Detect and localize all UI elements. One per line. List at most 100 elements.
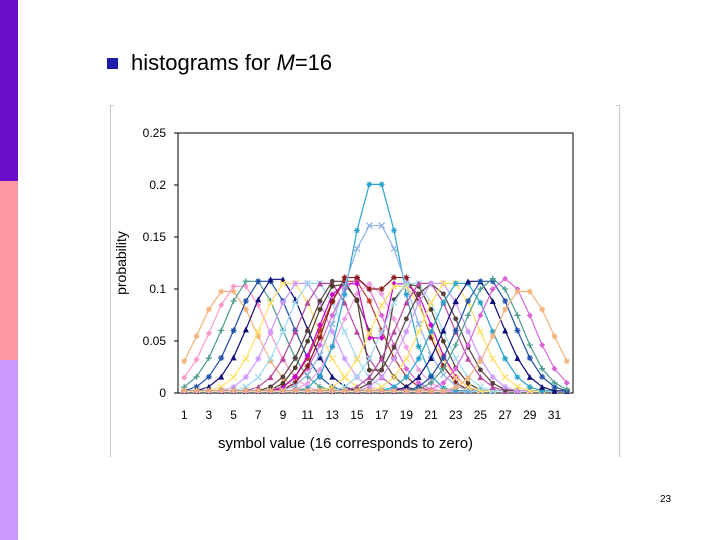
data-point [403, 299, 410, 306]
data-point [193, 356, 200, 363]
data-point [329, 283, 335, 289]
data-point [428, 387, 435, 394]
data-point [316, 342, 323, 349]
data-point [378, 222, 386, 230]
data-point [390, 299, 398, 307]
data-point [428, 280, 435, 287]
x-tick-label: 13 [326, 408, 340, 422]
data-point [254, 373, 262, 381]
data-point [329, 373, 336, 380]
data-point [514, 327, 521, 334]
data-point [489, 328, 496, 335]
data-point [403, 291, 410, 298]
data-point [193, 387, 200, 394]
data-point [440, 387, 447, 394]
data-point [242, 374, 249, 381]
data-point [304, 380, 311, 387]
data-point [378, 290, 385, 297]
slide-number: 23 [660, 494, 672, 505]
y-tick-label: 0.05 [143, 334, 167, 348]
data-point [353, 274, 360, 281]
data-point [255, 278, 262, 285]
data-point [403, 387, 410, 394]
data-point [452, 384, 459, 391]
sidebar-segment-middle [0, 181, 18, 360]
data-point [366, 383, 373, 390]
data-point [391, 315, 398, 322]
data-point [563, 386, 570, 393]
data-point [440, 338, 446, 344]
data-point [477, 278, 484, 285]
data-point [316, 280, 323, 287]
data-point [242, 326, 249, 333]
bullet-text-tail: =16 [294, 50, 333, 75]
data-point [415, 280, 422, 287]
data-point [366, 380, 372, 386]
data-point [539, 306, 546, 313]
data-point [379, 367, 385, 373]
data-point [317, 307, 323, 312]
data-point [328, 320, 336, 328]
y-tick-label: 0 [159, 386, 166, 400]
data-point [563, 379, 570, 386]
data-point [267, 276, 274, 283]
data-point [465, 375, 472, 382]
data-point [329, 291, 336, 298]
data-point [378, 355, 385, 362]
series-c24 [181, 288, 570, 394]
data-point [230, 373, 238, 381]
data-point [230, 288, 237, 295]
data-point [415, 379, 422, 386]
data-point [378, 181, 385, 188]
data-point [378, 286, 385, 292]
data-point [353, 280, 360, 287]
y-tick-label: 0.25 [143, 126, 167, 140]
data-point [502, 297, 509, 304]
data-point [452, 327, 459, 334]
data-point [476, 383, 484, 391]
data-point [428, 379, 435, 386]
data-point [477, 299, 484, 306]
data-point [242, 297, 249, 304]
data-point [353, 387, 360, 394]
data-point [230, 283, 237, 290]
data-point [193, 373, 200, 380]
data-point [378, 328, 386, 336]
data-point [181, 387, 188, 394]
data-point [181, 374, 188, 381]
data-point [415, 373, 422, 380]
data-point [539, 342, 546, 349]
x-tick-label: 23 [449, 408, 463, 422]
data-point [489, 297, 496, 304]
data-point [353, 245, 361, 253]
data-point [341, 374, 349, 382]
data-point [316, 351, 324, 359]
data-point [279, 387, 286, 394]
data-point [205, 387, 212, 394]
data-point [452, 365, 459, 372]
data-point [452, 387, 459, 394]
data-point [476, 328, 484, 336]
x-axis-label: symbol value (16 corresponds to zero) [218, 435, 473, 452]
data-point [452, 280, 459, 287]
data-point [378, 312, 385, 319]
square-bullet-icon [107, 57, 118, 69]
data-point [353, 356, 361, 364]
data-point [428, 373, 435, 380]
data-point [465, 278, 472, 285]
data-point [489, 374, 496, 381]
data-point [551, 365, 558, 372]
data-point [489, 383, 496, 390]
data-point [329, 298, 336, 305]
data-point [403, 328, 410, 335]
data-point [255, 296, 262, 303]
data-point [391, 344, 397, 350]
data-point [415, 328, 423, 336]
data-point [539, 383, 546, 390]
data-point [205, 373, 212, 380]
data-point [353, 227, 360, 234]
data-point [489, 275, 496, 282]
data-point [563, 358, 570, 365]
data-point [415, 355, 422, 362]
data-point [403, 365, 410, 372]
